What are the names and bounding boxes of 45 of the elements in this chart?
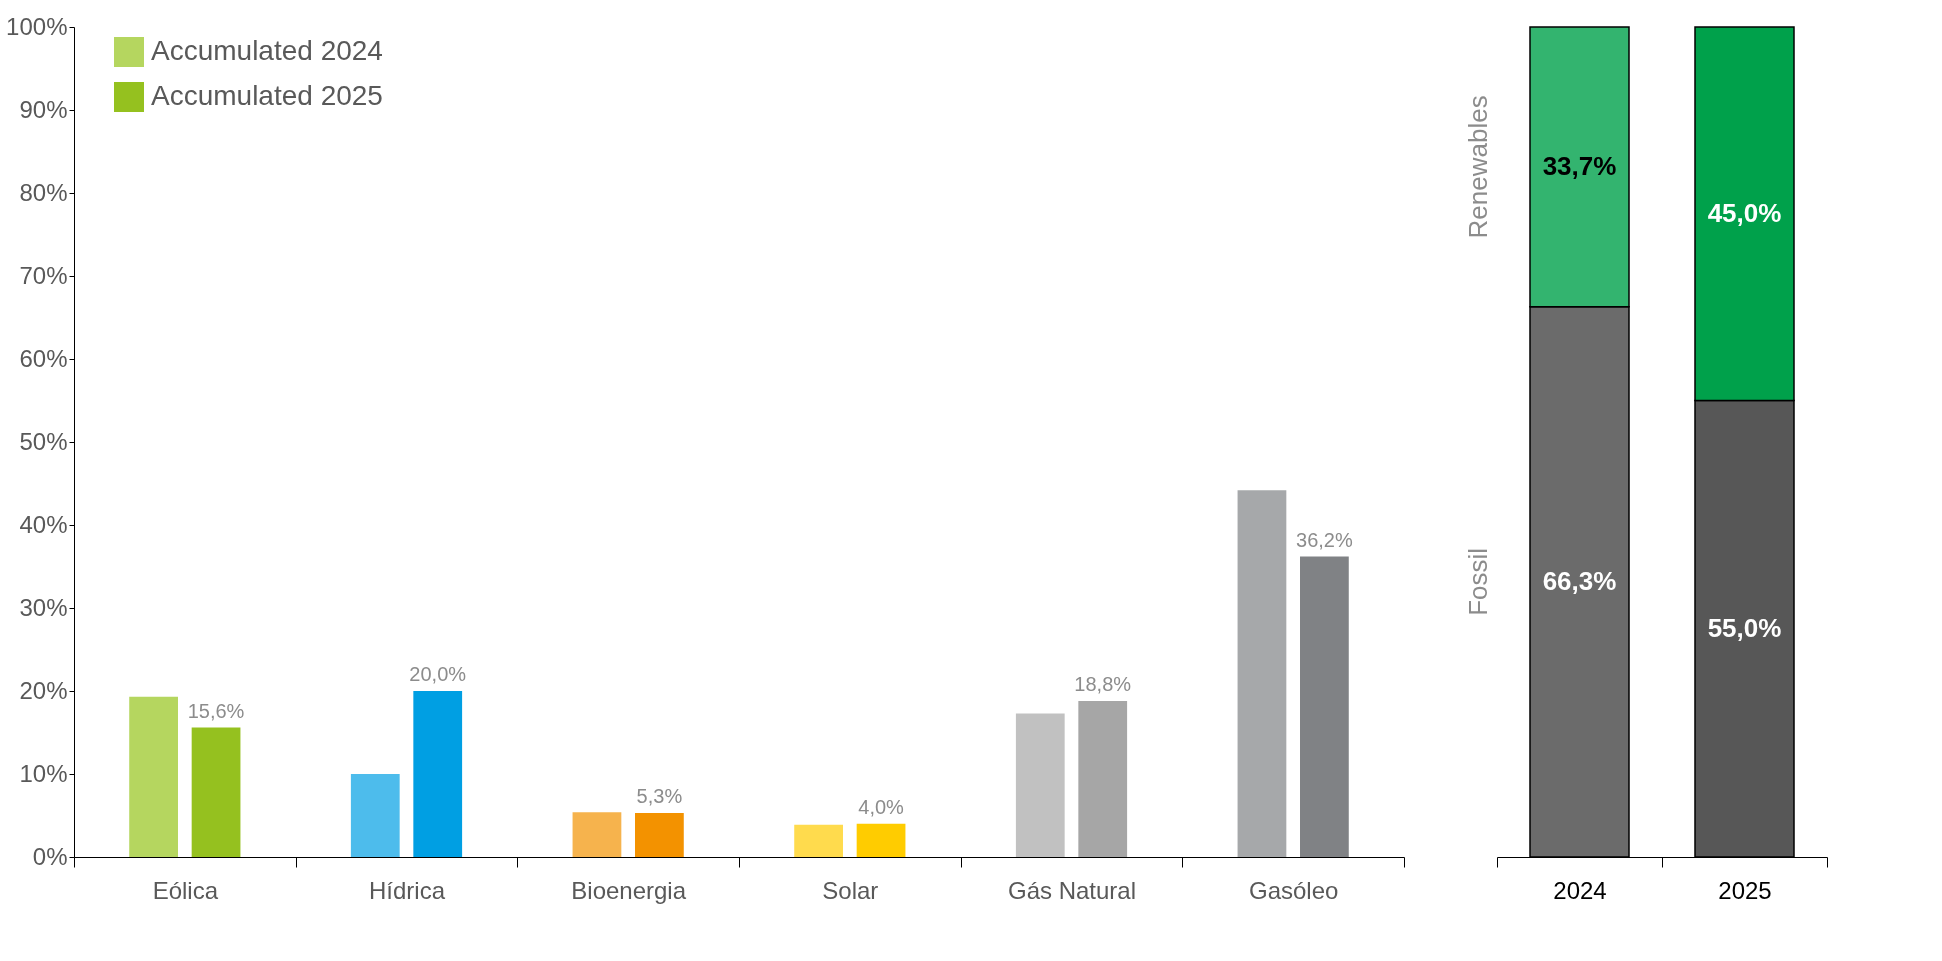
y-tick-label: 10% [19, 759, 68, 787]
y-tick-label: 40% [19, 510, 68, 538]
x-tick-label: Bioenergia [571, 876, 687, 904]
data-label: 45,0% [1707, 197, 1782, 228]
bar [191, 727, 241, 857]
x-tick-label: Gás Natural [1007, 876, 1137, 904]
data-label: 15,6% [187, 699, 245, 722]
data-label: 5,3% [636, 785, 683, 808]
bar [1237, 490, 1287, 857]
bar [635, 813, 684, 857]
x-tick-label: Eólica [152, 876, 219, 904]
bar [1078, 700, 1128, 857]
x-tick-label: 2024 [1553, 876, 1607, 904]
data-label: 55,0% [1707, 612, 1782, 643]
text: Fossil [1463, 547, 1493, 616]
y-tick-label: 50% [19, 427, 68, 455]
text: Renewables [1463, 95, 1493, 239]
bar [572, 812, 622, 857]
bar [1300, 556, 1349, 857]
y-tick-label: 70% [19, 261, 68, 289]
y-tick-label: 90% [19, 95, 68, 123]
bar [856, 823, 906, 857]
bar [1015, 713, 1065, 857]
data-label: 66,3% [1542, 565, 1617, 596]
y-tick-label: 20% [19, 676, 68, 704]
bar [413, 691, 463, 857]
legend-label: Accumulated 2024 [151, 35, 383, 66]
data-label: 4,0% [858, 795, 905, 818]
bar [350, 774, 400, 857]
data-label: 18,8% [1074, 672, 1132, 695]
x-tick-label: Gasóleo [1248, 876, 1339, 904]
legend-label: Accumulated 2025 [151, 80, 383, 111]
x-tick-label: 2025 [1718, 876, 1772, 904]
bar [129, 696, 178, 857]
x-tick-label: Solar [822, 876, 879, 904]
bar [794, 824, 843, 857]
y-tick-label: 30% [19, 593, 68, 621]
y-tick-label: 80% [19, 178, 68, 206]
y-tick-label: 60% [19, 344, 68, 372]
y-tick-label: 0% [32, 842, 68, 870]
x-tick-label: Hídrica [368, 876, 446, 904]
data-label: 36,2% [1296, 528, 1353, 551]
data-label: 20,0% [409, 663, 467, 685]
y-tick-label: 100% [6, 12, 68, 40]
data-label: 33,7% [1542, 150, 1617, 181]
